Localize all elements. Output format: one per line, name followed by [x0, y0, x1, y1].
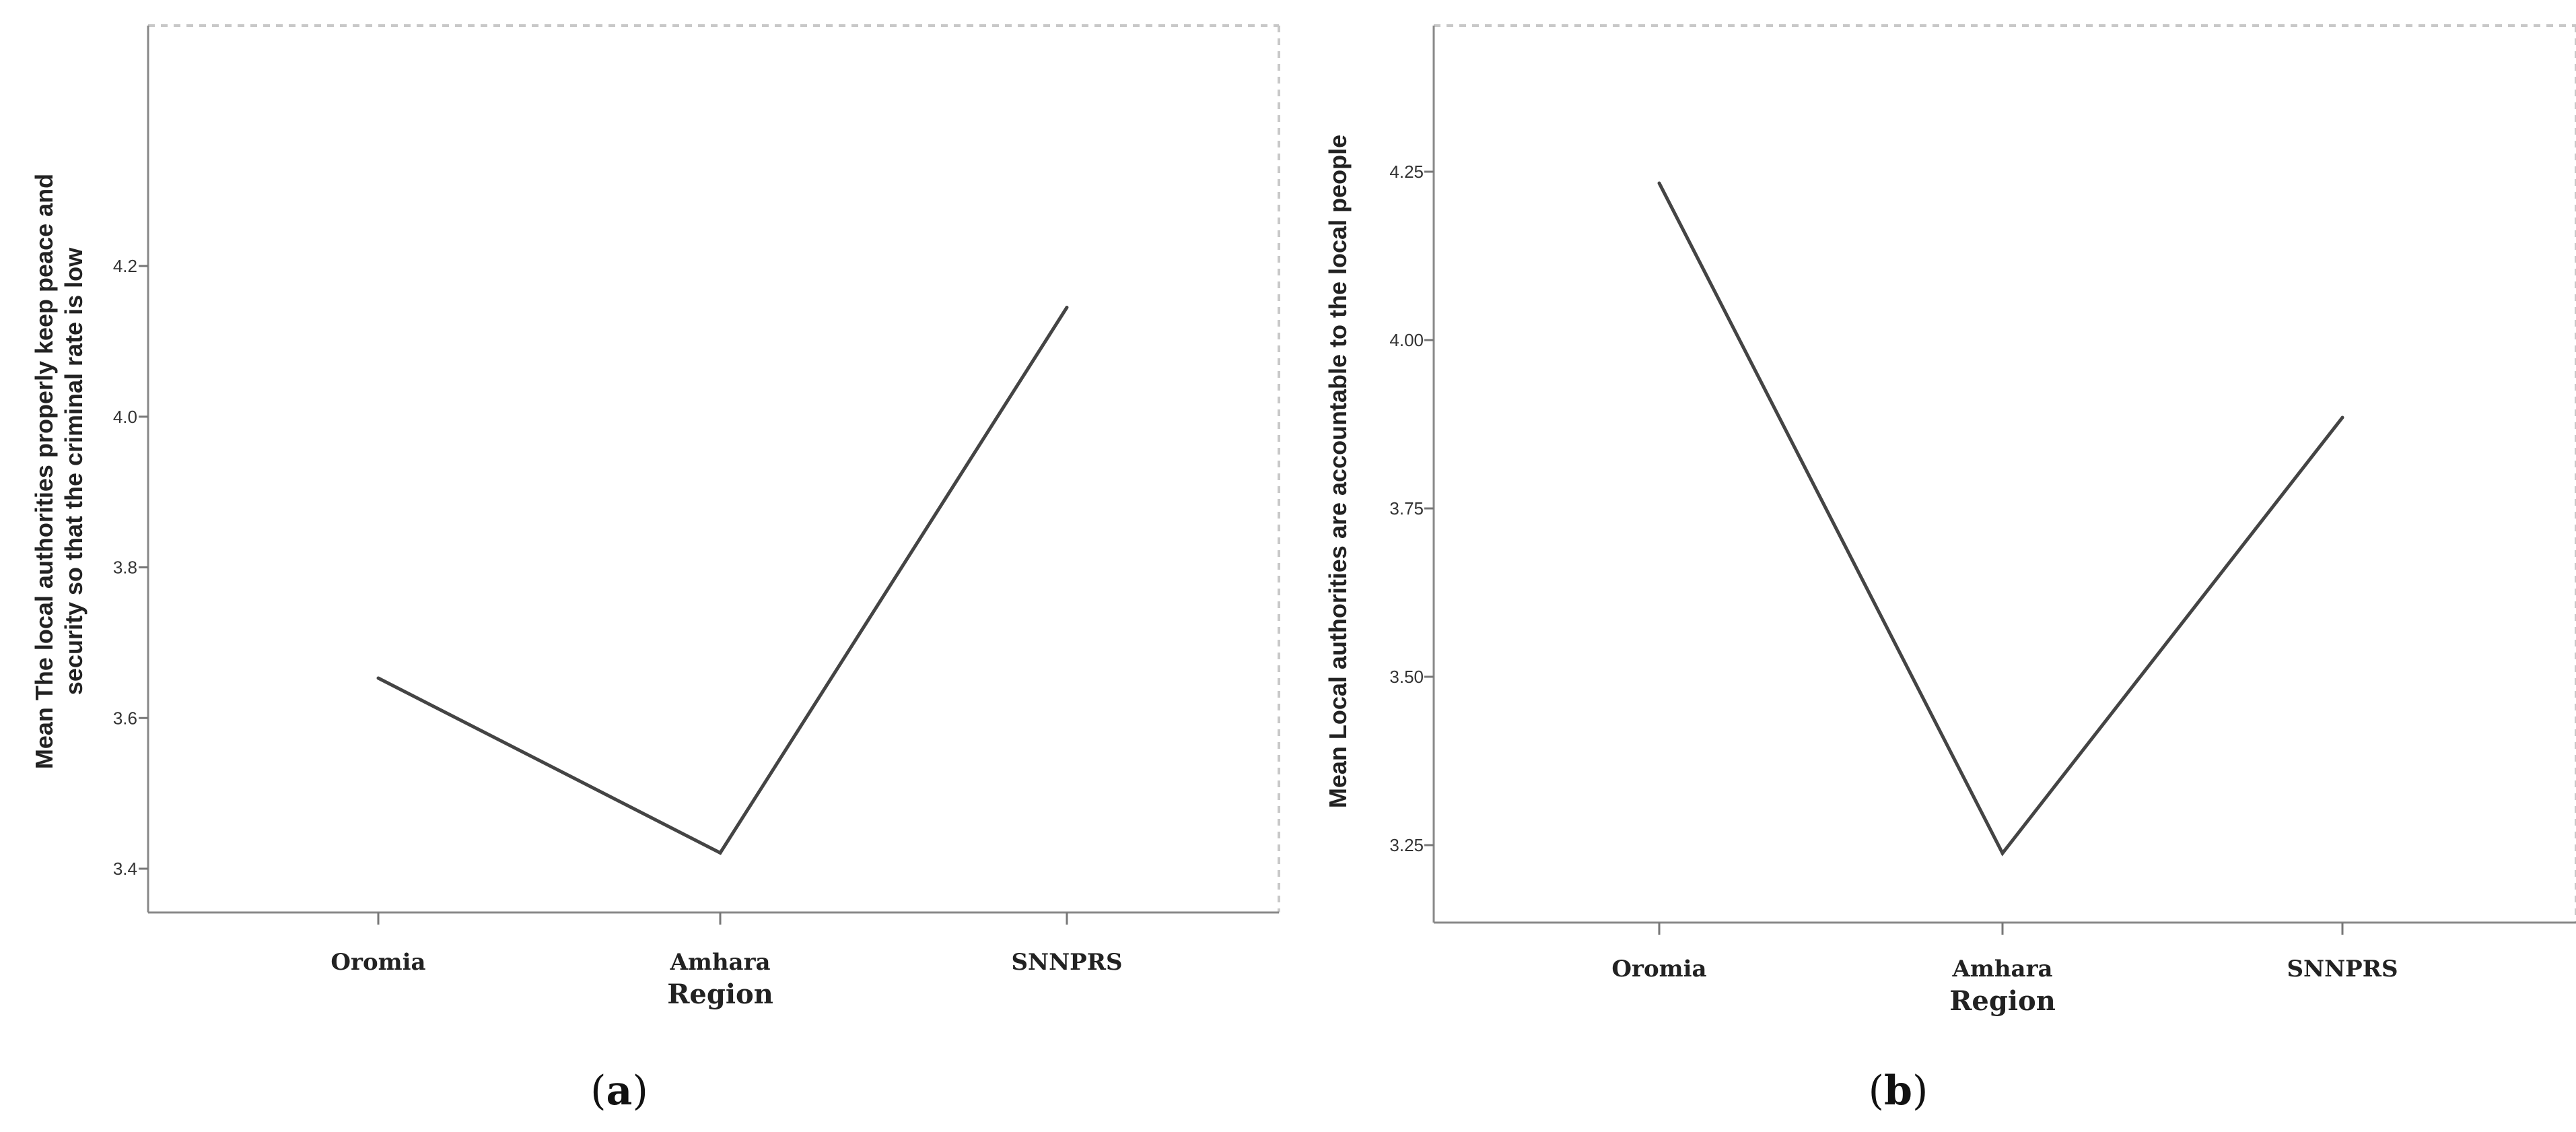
x-category-label: Oromia: [1611, 956, 1706, 983]
x-category-label: Amhara: [1951, 956, 2052, 983]
y-tick-label: 3.25: [1389, 835, 1424, 855]
y-axis-title-line: Mean Local authorities are accountable t…: [1324, 135, 1352, 808]
y-tick-label: 3.50: [1389, 667, 1424, 687]
y-axis-title-line: security so that the criminal rate is lo…: [60, 247, 88, 695]
y-axis-title-line: Mean The local authorities properly keep…: [30, 174, 58, 769]
chart-panel-b: 3.25 3.50 3.75 4.00 4.25 Oromia Amhara SNNPRS Re…: [1324, 24, 2576, 1114]
y-tick-label: 3.8: [113, 558, 137, 578]
data-point: [2340, 415, 2344, 420]
y-tick-label: 3.75: [1389, 498, 1424, 519]
y-tick-label: 4.25: [1389, 162, 1424, 182]
x-axis-title: Region: [667, 978, 773, 1010]
series-line: [377, 306, 1069, 855]
data-point: [1065, 306, 1069, 309]
panel-label: (a): [590, 1067, 648, 1114]
y-tick-label: 4.2: [113, 256, 137, 276]
x-category-label: SNNPRS: [2287, 956, 2398, 983]
data-point: [376, 676, 380, 680]
data-point: [718, 851, 722, 855]
x-axis-title: Region: [1949, 985, 2056, 1017]
y-tick-label: 4.0: [113, 407, 137, 427]
data-point: [2000, 851, 2005, 855]
chart-panel-a: 3.4 3.6 3.8 4.0 4.2 Oromia Amhara SNNPRS Region M…: [30, 24, 1280, 1114]
panel-label: (b): [1869, 1067, 1928, 1114]
x-category-label: SNNPRS: [1011, 949, 1122, 976]
y-tick-label: 4.00: [1389, 330, 1424, 350]
x-category-label: Amhara: [669, 949, 770, 976]
series-line: [1657, 182, 2344, 857]
y-tick-label: 3.6: [113, 708, 137, 728]
y-tick-label: 3.4: [113, 859, 137, 879]
data-point: [1657, 181, 1661, 185]
x-category-label: Oromia: [330, 949, 425, 976]
